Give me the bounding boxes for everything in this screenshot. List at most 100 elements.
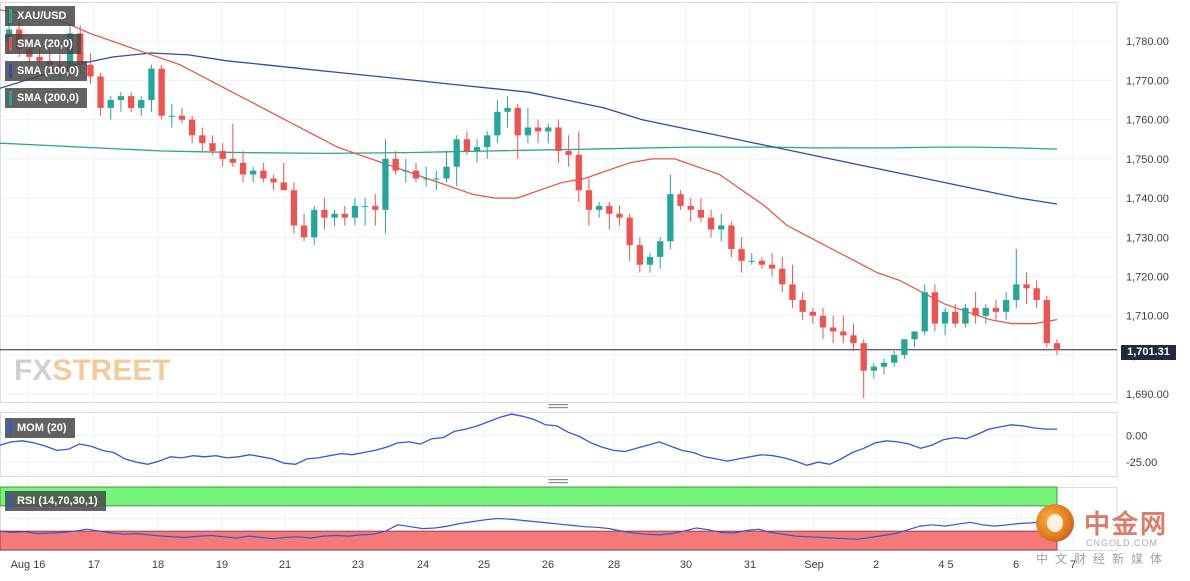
candle-bear bbox=[270, 174, 277, 191]
candle-body bbox=[117, 96, 125, 101]
candle-body bbox=[657, 241, 664, 257]
candle-bull bbox=[494, 100, 501, 144]
candle-bull bbox=[138, 96, 145, 116]
rsi-legend-text: RSI (14,70,30,1) bbox=[17, 495, 98, 507]
cngold-logo: 中金网 CNGOLD.COM 中文财经新媒体 bbox=[1026, 500, 1186, 570]
candle-bull bbox=[748, 252, 755, 265]
mom-legend-text: MOM (20) bbox=[17, 422, 67, 434]
candle-bear bbox=[1053, 339, 1061, 355]
x-tick-label: 23 bbox=[352, 559, 364, 571]
cngold-logo-main: 中金网 bbox=[1084, 509, 1169, 539]
candle-bull bbox=[331, 209, 338, 226]
candle-bull bbox=[911, 331, 918, 348]
sma200-legend[interactable]: SMA (200,0) bbox=[5, 88, 87, 108]
candle-bull bbox=[484, 131, 491, 159]
candle-bull bbox=[402, 158, 409, 183]
candle-bear bbox=[209, 135, 216, 155]
candle-body bbox=[219, 151, 226, 159]
candle-bear bbox=[972, 292, 979, 324]
candle-bear bbox=[555, 119, 562, 163]
candle-bear bbox=[565, 135, 572, 167]
candle-bull bbox=[1013, 249, 1020, 308]
candle-body bbox=[1002, 300, 1010, 312]
main-panel-frame bbox=[0, 2, 1118, 403]
x-tick-label: 19 bbox=[216, 559, 228, 571]
x-tick-label: 28 bbox=[608, 559, 620, 571]
candle-body bbox=[311, 209, 318, 238]
candle-body bbox=[402, 170, 409, 172]
candle-bear bbox=[931, 284, 939, 332]
rsi-legend[interactable]: RSI (14,70,30,1) bbox=[5, 491, 106, 511]
candle-bear bbox=[199, 127, 206, 152]
candle-bear bbox=[799, 292, 806, 320]
candle-body bbox=[392, 158, 399, 171]
candle-bear bbox=[219, 143, 226, 167]
candle-body bbox=[87, 64, 94, 77]
candle-bear bbox=[127, 92, 135, 112]
candle-bear bbox=[768, 252, 776, 277]
symbol-text: XAU/USD bbox=[17, 10, 67, 22]
panel-splitter-handle bbox=[548, 407, 568, 409]
cngold-logo-url: CNGOLD.COM bbox=[1086, 538, 1159, 548]
cngold-logo-sub: 中文财经新媒体 bbox=[1036, 552, 1170, 566]
candle-bear bbox=[1023, 272, 1030, 304]
candle-bear bbox=[850, 323, 857, 352]
y-tick-label: 1,770.00 bbox=[1126, 75, 1169, 87]
candle-body bbox=[504, 107, 511, 112]
candle-bear bbox=[239, 151, 247, 183]
x-tick-label: 2 bbox=[873, 559, 879, 571]
candle-bear bbox=[992, 300, 1000, 320]
candle-bear bbox=[677, 190, 684, 210]
candle-body bbox=[199, 135, 206, 144]
sma20-legend-text: SMA (20,0) bbox=[17, 38, 73, 50]
candle-body bbox=[758, 260, 766, 265]
sma100-swatch bbox=[9, 64, 12, 78]
candle-bear bbox=[321, 198, 328, 230]
x-tick-label: 25 bbox=[478, 559, 490, 571]
mom-legend[interactable]: MOM (20) bbox=[5, 418, 75, 438]
candle-body bbox=[860, 343, 867, 371]
candle-bull bbox=[880, 358, 888, 375]
y-tick-label: 1,730.00 bbox=[1126, 232, 1169, 244]
candle-body bbox=[840, 331, 847, 336]
candle-body bbox=[127, 96, 135, 108]
candle-body bbox=[453, 139, 460, 167]
candle-body bbox=[321, 209, 328, 218]
candle-bear bbox=[229, 123, 236, 167]
candle-body bbox=[911, 331, 918, 340]
candle-body bbox=[575, 154, 582, 191]
panel-splitter-handle bbox=[548, 482, 568, 484]
candle-body bbox=[433, 178, 440, 180]
candle-body bbox=[250, 170, 257, 175]
candle-bear bbox=[626, 213, 633, 261]
candle-bear bbox=[687, 198, 694, 222]
candle-bear bbox=[260, 162, 267, 183]
candle-bull bbox=[901, 339, 908, 359]
candle-body bbox=[636, 245, 643, 265]
candle-body bbox=[646, 256, 654, 265]
x-tick-label: Aug 16 bbox=[11, 559, 46, 571]
candle-bull bbox=[870, 362, 878, 379]
candle-body bbox=[280, 182, 287, 191]
sma100-legend-text: SMA (100,0) bbox=[17, 65, 79, 77]
candle-bull bbox=[504, 96, 511, 128]
candle-body bbox=[168, 115, 175, 117]
candle-bear bbox=[534, 119, 542, 144]
sma100-legend[interactable]: SMA (100,0) bbox=[5, 61, 87, 81]
y-tick-label: 1,740.00 bbox=[1126, 193, 1169, 205]
candle-body bbox=[494, 111, 501, 136]
candle-body bbox=[595, 205, 603, 210]
candle-bull bbox=[982, 303, 989, 324]
candle-body bbox=[412, 170, 420, 179]
candle-body bbox=[972, 307, 979, 316]
cngold-logo-icon bbox=[1036, 504, 1074, 542]
x-tick-label: 4 5 bbox=[938, 559, 953, 571]
candle-bull bbox=[891, 351, 898, 367]
sma20-swatch bbox=[9, 37, 12, 51]
candle-bull bbox=[524, 107, 532, 144]
candle-bull bbox=[453, 135, 460, 187]
sma20-legend[interactable]: SMA (20,0) bbox=[5, 34, 81, 54]
candle-body bbox=[463, 139, 471, 152]
candle-bull bbox=[443, 151, 450, 183]
candle-bear bbox=[392, 151, 399, 175]
